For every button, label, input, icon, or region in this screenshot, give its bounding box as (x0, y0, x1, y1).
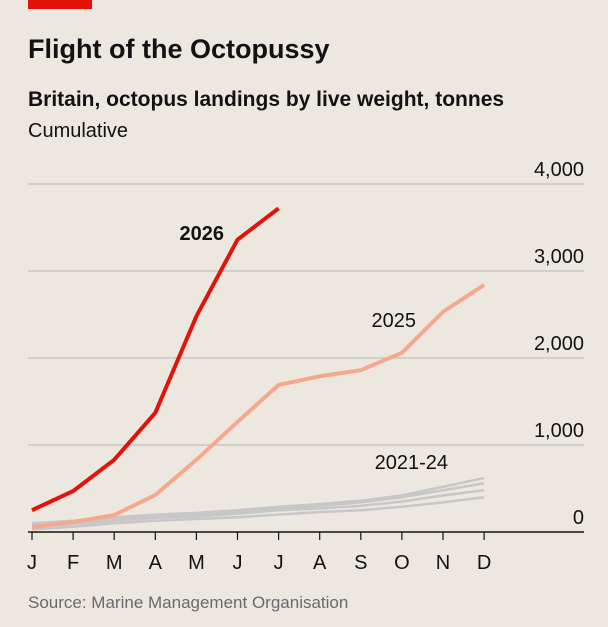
y-tick-label: 0 (573, 507, 584, 529)
x-tick-label: D (477, 552, 491, 574)
y-tick-label: 3,000 (534, 246, 584, 268)
series-label: 2021-24 (375, 452, 448, 474)
brand-bar (28, 0, 92, 9)
series-line (31, 283, 486, 530)
x-tick-label: S (354, 552, 367, 574)
y-tick-label: 2,000 (534, 333, 584, 355)
series-line (31, 495, 485, 531)
series-label: 2025 (372, 310, 417, 332)
y-tick-label: 4,000 (534, 159, 584, 181)
x-tick-label: N (436, 552, 450, 574)
y-tick-label: 1,000 (534, 420, 584, 442)
x-tick-label: M (106, 552, 123, 574)
x-tick-label: J (27, 552, 37, 574)
x-tick-label: F (67, 552, 79, 574)
x-tick-label: A (149, 552, 163, 574)
series-line (31, 488, 485, 529)
series-label: 2026 (180, 223, 225, 245)
x-tick-label: J (274, 552, 284, 574)
chart-note: Cumulative (28, 120, 128, 142)
x-tick-label: J (233, 552, 243, 574)
x-tick-label: A (313, 552, 327, 574)
source: Source: Marine Management Organisation (28, 593, 348, 612)
series-line (31, 206, 280, 513)
series-line (31, 482, 485, 527)
x-tick-label: M (188, 552, 205, 574)
chart-subtitle: Britain, octopus landings by live weight… (28, 88, 504, 111)
chart-title: Flight of the Octopussy (28, 34, 330, 64)
x-tick-label: O (394, 552, 410, 574)
